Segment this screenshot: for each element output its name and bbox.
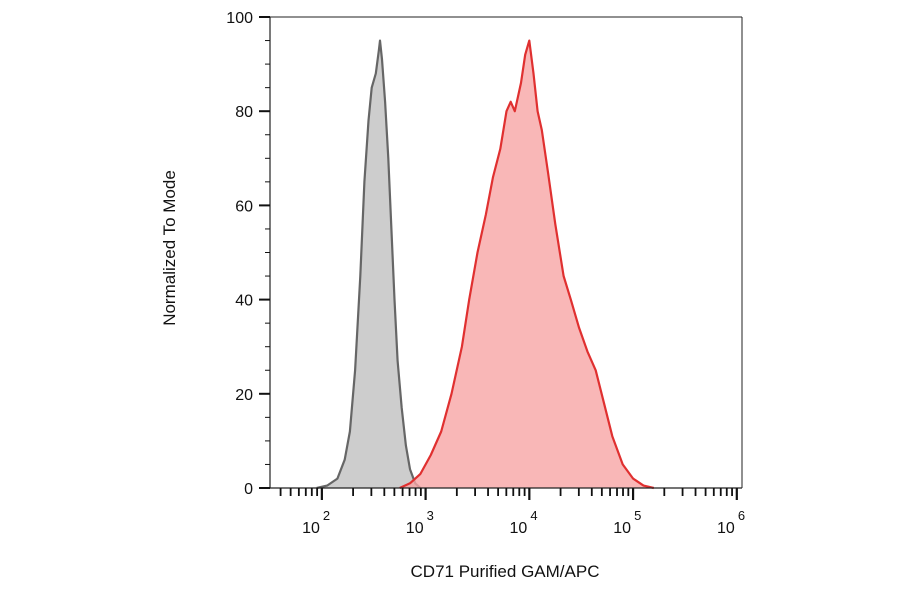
x-tick-label-base: 10 (302, 520, 320, 537)
series-2-fill (399, 40, 654, 488)
series-1-line (316, 39, 422, 490)
x-tick-label-exponent: 6 (738, 508, 745, 523)
y-tick-label: 60 (235, 198, 253, 215)
series-layer (316, 39, 655, 490)
y-tick-label: 20 (235, 387, 253, 404)
y-axis-title: Normalized To Mode (160, 170, 179, 326)
x-tick-label-exponent: 4 (530, 508, 537, 523)
x-tick-label-base: 10 (717, 520, 735, 537)
y-tick-label: 0 (244, 481, 253, 498)
x-tick-label-exponent: 5 (634, 508, 641, 523)
x-tick-label-base: 10 (613, 520, 631, 537)
series-1-fill (316, 40, 421, 488)
y-tick-label: 100 (226, 10, 253, 27)
x-axis-title: CD71 Purified GAM/APC (411, 562, 600, 581)
x-tick-label-base: 10 (406, 520, 424, 537)
x-tick-label-base: 10 (510, 520, 528, 537)
y-tick-label: 80 (235, 104, 253, 121)
y-tick-label: 40 (235, 293, 253, 310)
x-tick-label-exponent: 2 (323, 508, 330, 523)
x-tick-label-exponent: 3 (427, 508, 434, 523)
series-2-line (399, 39, 655, 490)
